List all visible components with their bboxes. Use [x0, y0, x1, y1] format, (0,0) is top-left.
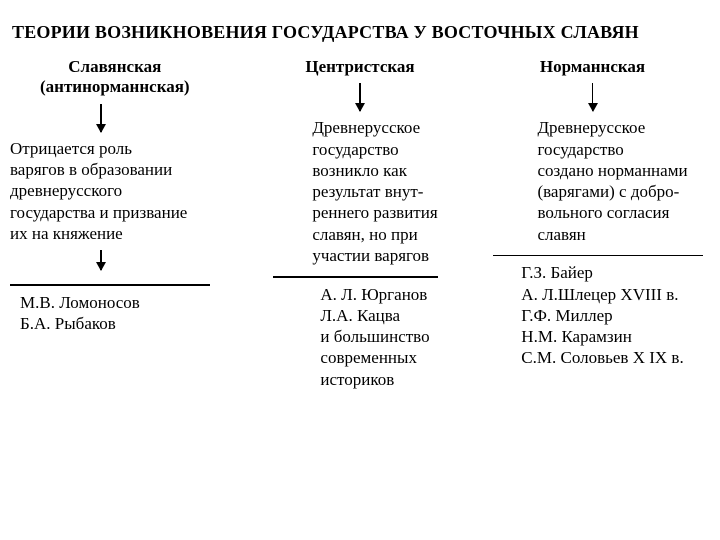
column-description-centrist: Древнерусское государство возникло как р…	[282, 117, 437, 266]
divider	[273, 276, 438, 278]
column-centrist: Центристская Древнерусское государство в…	[245, 51, 475, 390]
column-norman: Норманнская Древнерусское государство со…	[475, 51, 710, 390]
column-description-slavic: Отрицается роль варягов в образовании др…	[10, 138, 187, 244]
column-header-centrist: Центристская	[305, 57, 414, 77]
arrow-down-icon	[100, 250, 102, 270]
arrow-down-icon	[592, 83, 594, 111]
column-authors-slavic: М.В. Ломоносов Б.А. Рыбаков	[10, 292, 140, 335]
arrow-down-icon	[359, 83, 361, 111]
divider	[493, 255, 703, 257]
divider	[10, 284, 210, 286]
page-title: ТЕОРИИ ВОЗНИКНОВЕНИЯ ГОСУДАРСТВА У ВОСТО…	[0, 0, 720, 51]
column-slavic: Славянская (антинорманнская) Отрицается …	[10, 51, 245, 390]
columns-container: Славянская (антинорманнская) Отрицается …	[0, 51, 720, 390]
column-authors-centrist: А. Л. Юрганов Л.А. Кацва и большинство с…	[290, 284, 429, 390]
arrow-down-icon	[100, 104, 102, 132]
column-header-norman: Норманнская	[540, 57, 645, 77]
column-header-slavic: Славянская (антинорманнская)	[10, 57, 190, 98]
column-authors-norman: Г.З. Байер А. Л.Шлецер XVIII в. Г.Ф. Мил…	[501, 262, 683, 368]
column-description-norman: Древнерусское государство создано норман…	[497, 117, 687, 245]
